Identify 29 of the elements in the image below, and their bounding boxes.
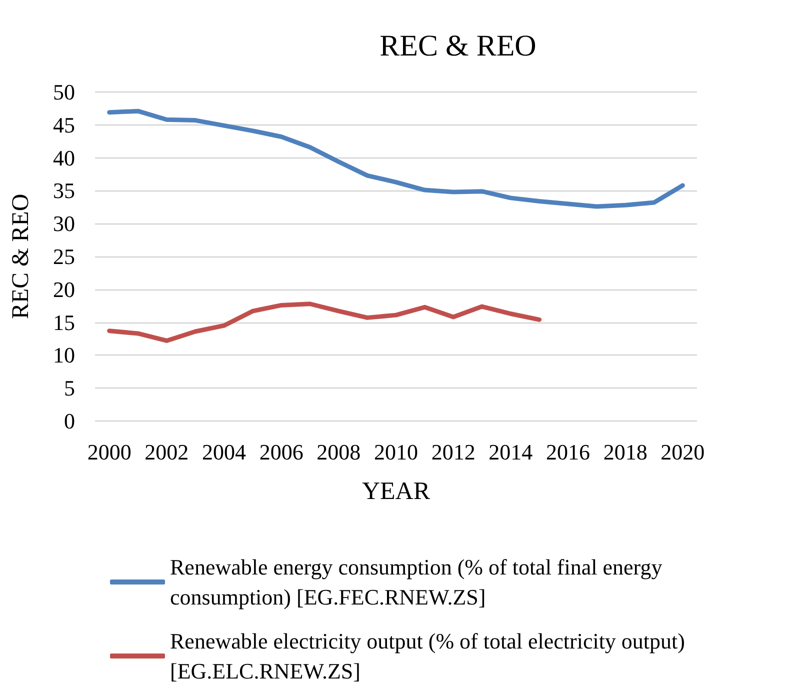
- x-tick-label: 2008: [316, 440, 361, 464]
- y-tick-label: 40: [53, 145, 75, 170]
- x-tick-label: 2004: [202, 440, 246, 464]
- y-tick-label: 45: [53, 112, 75, 138]
- x-tick-label: 2012: [431, 440, 476, 464]
- y-tick-label: 5: [64, 376, 75, 401]
- chart-title: REC & REO: [380, 30, 536, 62]
- y-tick-label: 50: [53, 80, 75, 104]
- x-tick-label: 2000: [87, 440, 132, 464]
- x-axis-title: YEAR: [362, 478, 430, 505]
- legend-label: Renewable energy consumption (% of total final energy consumption) [EG.FEC.RNEW.ZS]: [170, 554, 668, 610]
- x-tick-label: 2010: [374, 440, 418, 464]
- x-tick-label: 2018: [603, 440, 648, 464]
- y-tick-label: 35: [53, 178, 75, 204]
- x-tick-label: 2006: [259, 440, 304, 464]
- y-tick-label: 0: [64, 408, 75, 434]
- y-axis-title: REC & REO: [8, 194, 34, 320]
- y-tick-label: 30: [53, 211, 75, 236]
- y-tick-label: 20: [53, 276, 75, 302]
- x-tick-label: 2002: [144, 440, 189, 464]
- y-tick-label: 25: [53, 244, 75, 269]
- x-tick-label: 2014: [488, 440, 533, 464]
- legend-label: Renewable electricity output (% of total electricity output) [EG.ELC.RNEW.ZS]: [170, 628, 690, 684]
- line-series: [107, 302, 542, 343]
- y-tick-label: 15: [53, 310, 75, 335]
- line-series: [107, 108, 685, 209]
- x-tick-label: 2020: [660, 440, 705, 464]
- y-tick-label: 10: [53, 342, 75, 368]
- x-tick-label: 2016: [546, 440, 590, 464]
